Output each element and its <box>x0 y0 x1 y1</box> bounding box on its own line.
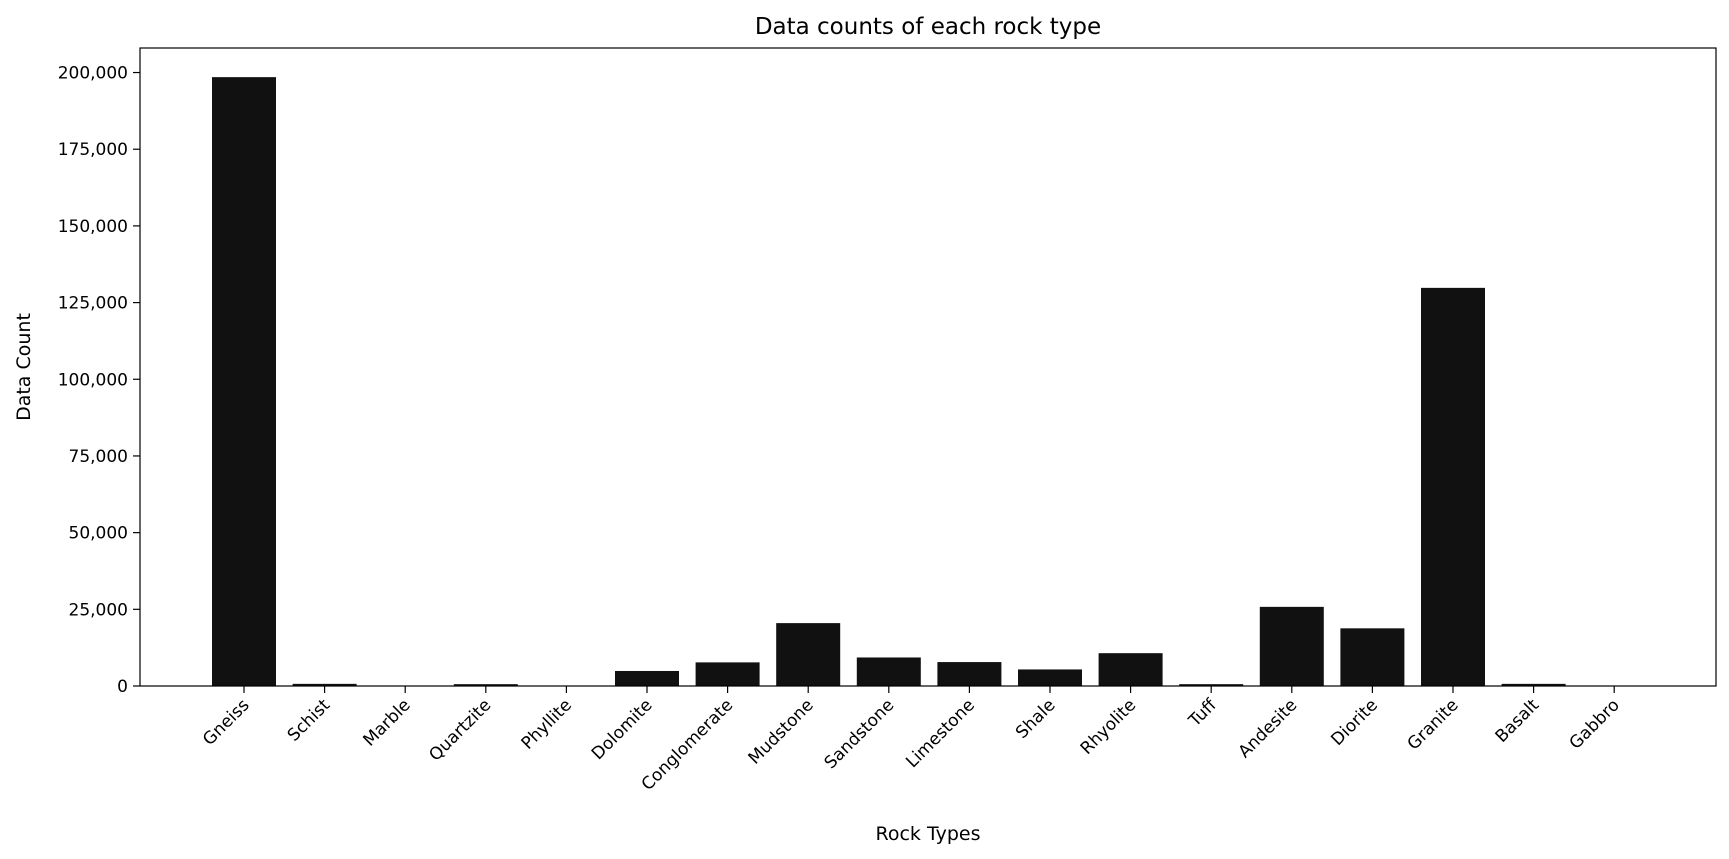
chart-title: Data counts of each rock type <box>755 14 1101 40</box>
bar-tuff <box>1179 684 1244 686</box>
y-tick-label: 150,000 <box>58 217 128 237</box>
y-tick-label: 175,000 <box>58 140 128 160</box>
bar-shale <box>1018 669 1082 686</box>
x-tick-label: Shale <box>1012 695 1059 742</box>
x-tick-label: Limestone <box>902 695 979 772</box>
x-tick-label: Sandstone <box>821 695 899 773</box>
x-tick-label: Marble <box>360 695 415 750</box>
x-tick-label: Mudstone <box>745 695 818 768</box>
bar-andesite <box>1259 606 1324 686</box>
bar-mudstone <box>776 623 841 686</box>
x-tick-label: Quartzite <box>425 695 495 765</box>
y-axis-title: Data Count <box>13 313 35 421</box>
x-axis-title: Rock Types <box>875 823 980 845</box>
x-tick-label: Diorite <box>1327 695 1381 749</box>
bar-diorite <box>1340 628 1405 686</box>
x-tick-label: Granite <box>1404 695 1463 754</box>
y-axis: 0 25,000 50,000 75,000 100,000 125,000 150,000… <box>58 64 140 697</box>
x-tick-label: Phyllite <box>518 695 576 753</box>
x-tick-label: Andesite <box>1235 695 1302 762</box>
x-tick-label: Tuff <box>1184 694 1221 731</box>
bar-limestone <box>937 662 1002 686</box>
x-tick-label: Schist <box>284 695 335 746</box>
y-tick-label: 200,000 <box>58 64 128 84</box>
y-tick-label: 0 <box>117 677 128 697</box>
plot-frame <box>139 47 1717 687</box>
bar-schist <box>292 683 357 686</box>
bar-rhyolite <box>1098 653 1163 686</box>
bar-basalt <box>1501 683 1566 686</box>
bar-granite <box>1421 287 1485 686</box>
bar-conglomerate <box>695 662 760 686</box>
x-axis: Gneiss Schist Marble Quartzite Phyllite Dolom… <box>199 686 1624 795</box>
x-tick-label: Basalt <box>1492 695 1544 747</box>
x-tick-label: Gneiss <box>199 695 253 749</box>
bar-sandstone <box>856 657 921 686</box>
y-tick-label: 100,000 <box>58 370 128 390</box>
y-tick-label: 25,000 <box>69 600 128 620</box>
x-tick-label: Dolomite <box>588 695 657 764</box>
bars <box>212 77 1647 687</box>
x-tick-label: Rhyolite <box>1077 695 1140 758</box>
bar-quartzite <box>453 684 518 686</box>
y-tick-label: 50,000 <box>69 524 128 544</box>
y-tick-label: 125,000 <box>58 294 128 314</box>
bar-gneiss <box>212 77 276 687</box>
x-tick-label: Gabbro <box>1566 695 1624 753</box>
y-tick-label: 75,000 <box>69 447 128 467</box>
bar-dolomite <box>615 670 679 686</box>
